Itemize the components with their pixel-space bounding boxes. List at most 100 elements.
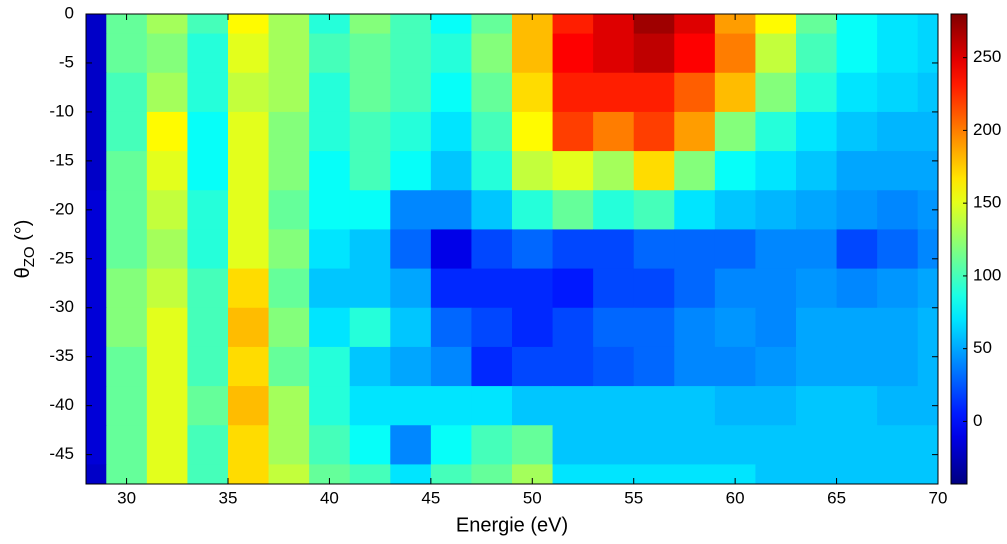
heatmap-cell (430, 346, 473, 387)
heatmap-cell (471, 425, 513, 466)
heatmap-cell (187, 151, 229, 191)
heatmap-cell (146, 346, 189, 387)
heatmap-cell (714, 229, 757, 270)
heatmap-cell (309, 268, 351, 309)
heatmap-cell (674, 14, 716, 35)
heatmap-cell (552, 307, 594, 348)
heatmap-cell (106, 33, 148, 74)
heatmap-cell (836, 72, 878, 113)
heatmap-cell (796, 151, 838, 191)
heatmap-cell (349, 72, 391, 113)
heatmap-cell (755, 14, 797, 35)
heatmap-cell (309, 72, 351, 113)
heatmap-cell (268, 190, 310, 231)
heatmap-cell (552, 190, 594, 231)
heatmap-cell (349, 33, 391, 74)
heatmap-cell (349, 464, 391, 484)
heatmap-cell (309, 190, 351, 231)
heatmap-cell (714, 386, 757, 426)
heatmap-cell (593, 229, 635, 270)
heatmap-cell (714, 14, 757, 35)
heatmap-cell (268, 151, 310, 191)
y-tick-label: -40 (49, 395, 74, 414)
x-tick-label: 60 (726, 488, 745, 507)
heatmap-cell (390, 464, 432, 484)
colorbar-tick-label: 0 (973, 411, 982, 430)
heatmap-cell (390, 33, 432, 74)
heatmap-cell (796, 425, 838, 466)
heatmap-cell (593, 190, 635, 231)
heatmap-cell (146, 190, 189, 231)
heatmap-cell (836, 14, 878, 35)
heatmap-cell (512, 268, 554, 309)
heatmap-cell (674, 72, 716, 113)
heatmap-cell (674, 151, 716, 191)
heatmap-cell (228, 307, 270, 348)
heatmap-cell (228, 346, 270, 387)
heatmap-cell (430, 268, 473, 309)
heatmap-cell (471, 386, 513, 426)
heatmap-cell (187, 346, 229, 387)
heatmap-cell (674, 464, 716, 484)
heatmap-cell (796, 72, 838, 113)
heatmap-cell (349, 190, 391, 231)
heatmap-cell (796, 190, 838, 231)
heatmap-cell (917, 72, 938, 113)
y-axis-label: θZO (°) (12, 220, 38, 279)
heatmap-cell (106, 14, 148, 35)
heatmap-cell (552, 33, 594, 74)
heatmap-cell (552, 425, 594, 466)
heatmap-cell (633, 268, 675, 309)
heatmap-cell (106, 464, 148, 484)
heatmap-cell (877, 33, 919, 74)
heatmap-cell (755, 268, 797, 309)
heatmap-cell (268, 14, 310, 35)
heatmap-cell (877, 190, 919, 231)
x-tick-label: 50 (523, 488, 542, 507)
heatmap-cell (187, 307, 229, 348)
heatmap-cell (512, 307, 554, 348)
heatmap-cell (390, 346, 432, 387)
heatmap-cell (471, 268, 513, 309)
heatmap-cell (86, 14, 107, 35)
y-label-unit: (°) (12, 220, 34, 247)
y-label-symbol: θ (12, 267, 34, 278)
heatmap-cell (877, 307, 919, 348)
heatmap-cell (430, 111, 473, 152)
heatmap-cell (471, 72, 513, 113)
heatmap-cell (552, 229, 594, 270)
x-tick-label: 35 (219, 488, 238, 507)
heatmap-cell (714, 268, 757, 309)
heatmap-cell (390, 268, 432, 309)
heatmap-cell (512, 72, 554, 113)
heatmap-cell (106, 346, 148, 387)
heatmap-cell (836, 386, 878, 426)
heatmap-cell (471, 14, 513, 35)
heatmap-cell (146, 307, 189, 348)
heatmap-cell (187, 14, 229, 35)
heatmap-cell (552, 346, 594, 387)
heatmap-cell (268, 229, 310, 270)
heatmap-cell (390, 14, 432, 35)
heatmap-cell (796, 346, 838, 387)
heatmap-cell (309, 33, 351, 74)
heatmap-cell (268, 425, 310, 466)
heatmap-cell (593, 111, 635, 152)
heatmap-cell (877, 268, 919, 309)
heatmap-cell (836, 425, 878, 466)
heatmap-cell (187, 229, 229, 270)
heatmap-cell (146, 33, 189, 74)
heatmap-cell (714, 151, 757, 191)
heatmap-cell (796, 307, 838, 348)
heatmap-cell (714, 33, 757, 74)
heatmap-cell (86, 111, 107, 152)
heatmap-cell (755, 464, 797, 484)
heatmap-cell (755, 72, 797, 113)
heatmap-cell (836, 111, 878, 152)
heatmap-cell (471, 33, 513, 74)
heatmap-cell (633, 72, 675, 113)
heatmap-cell (349, 151, 391, 191)
heatmap-cell (674, 268, 716, 309)
heatmap-cell (674, 111, 716, 152)
heatmap-cell (633, 346, 675, 387)
